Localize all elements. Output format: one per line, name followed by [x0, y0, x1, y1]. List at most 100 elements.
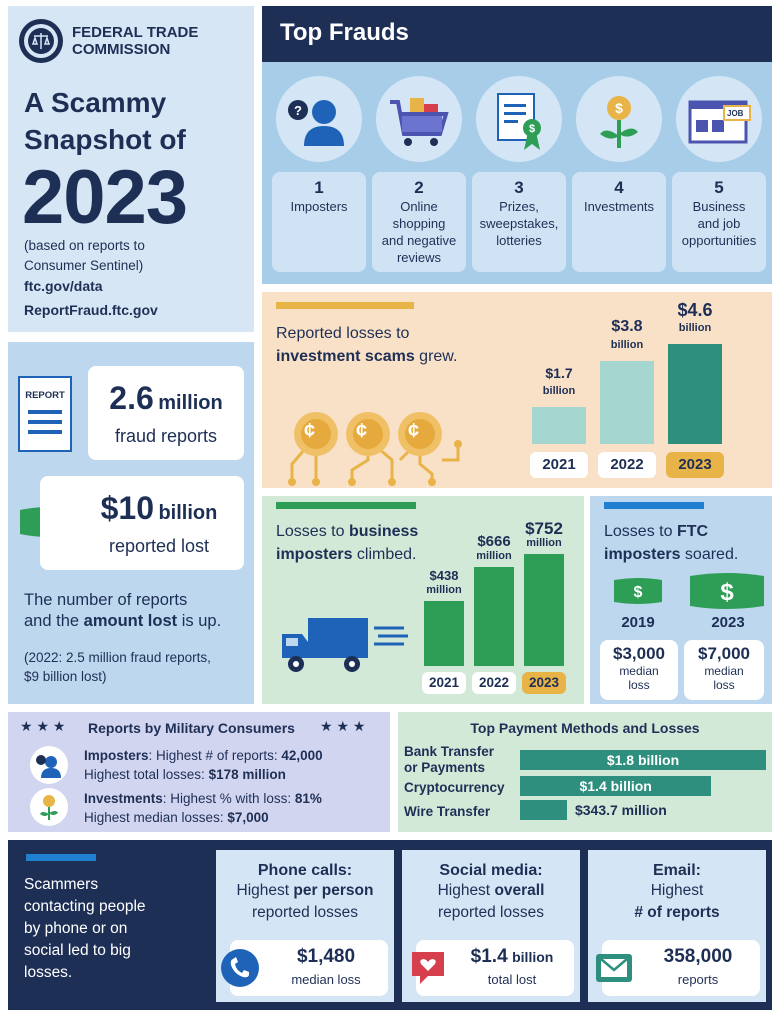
phone-sub-pre: Highest	[236, 882, 294, 899]
imposter-person-icon	[36, 755, 61, 778]
delivery-truck-icon	[282, 618, 408, 672]
phone-value-label: median loss	[291, 972, 361, 987]
military-imposters-text: : Highest # of reports:	[148, 748, 282, 763]
fraud-label-line1: Online	[400, 199, 438, 214]
payment-method-value: $1.8 billion	[606, 752, 680, 768]
job-listing-icon	[688, 100, 751, 144]
ftc-headline: Losses to FTC imposters soared.	[604, 520, 738, 566]
investment-bar-value: $4.6	[677, 300, 713, 320]
investment-bar-chart: $1.7 billion 2021 $3.8 billion 2022 $4.6 billio…	[526, 292, 772, 488]
business-bar	[524, 554, 564, 666]
prior-year-note-line2: $9 billion lost)	[24, 669, 107, 684]
military-imposters-loss-text: Highest total losses:	[84, 767, 209, 782]
payment-method-bar	[520, 800, 567, 820]
large-dollar-bill-icon: $	[690, 573, 764, 609]
ftc-headline-line1: Losses to FTC	[604, 520, 738, 543]
business-headline-bold2: imposters	[276, 546, 353, 563]
fraud-category-3: 3 Prizes, sweepstakes, lotteries	[472, 172, 566, 272]
investment-headline-line2: investment scams grew.	[276, 345, 457, 368]
prior-year-note: (2022: 2.5 million fraud reports, $9 bil…	[24, 648, 211, 686]
fraud-category-4: 4 Investments	[572, 172, 666, 272]
imposter-mini-icon-circle	[30, 746, 68, 784]
military-investment-stats: Investments: Highest % with loss: 81% Hi…	[84, 789, 322, 827]
ftc-headline-bold1: FTC	[676, 523, 709, 540]
military-invest-line1: Investments: Highest % with loss: 81%	[84, 789, 322, 808]
ftc-2023-value: $7,000	[698, 644, 750, 663]
military-imposters-label: Imposters	[84, 748, 149, 763]
ftc-2019-median-card: $3,000 median loss	[600, 640, 678, 700]
social-title: Social media:	[439, 862, 543, 879]
reported-lost-value: $10 billion	[74, 490, 244, 527]
job-icon-text: JOB	[727, 109, 744, 118]
fraud-rank: 3	[514, 178, 524, 197]
phone-sub-bold: per person	[293, 882, 374, 899]
accent-bar	[26, 854, 96, 861]
business-bar	[474, 566, 514, 666]
social-value-label: total lost	[487, 972, 537, 987]
fraud-label-line1: Business	[692, 199, 746, 214]
investment-headline-bold: investment scams	[276, 348, 415, 365]
ftc-year-2023: 2023	[711, 614, 745, 631]
investment-mini-icon-circle	[30, 788, 68, 826]
top-frauds-title: Top Frauds	[280, 19, 409, 46]
report-document-icon	[18, 376, 72, 452]
coin-symbol: ¢	[408, 420, 420, 442]
fraud-category-2: 2 Online shopping and negative reviews	[372, 172, 466, 272]
link-ftc-data[interactable]: ftc.gov/data	[24, 278, 103, 294]
summary-bold: amount lost	[83, 612, 178, 630]
investment-year-label: 2023	[666, 452, 724, 478]
payment-method-bar	[520, 750, 766, 770]
top-frauds-header: Top Frauds	[262, 6, 772, 62]
business-headline-pre: Losses to	[276, 523, 349, 540]
reported-lost-card: $10 billion reported lost	[40, 476, 244, 570]
shopping-cart-icon	[390, 98, 449, 146]
payment-methods-bar-chart: Bank Transfer or Payments $1.8 billion Cryp…	[398, 740, 772, 832]
email-value-label: reports	[677, 972, 719, 987]
fraud-label: Imposters	[290, 199, 348, 214]
email-card: Email: Highest # of reports 358,000 repo…	[588, 850, 766, 1002]
business-bar-value: $666	[477, 532, 511, 550]
business-bar-chart: $438 million 2021 $666 million 2022 $752 millio…	[412, 496, 584, 704]
ftc-headline-bold2: imposters	[604, 546, 681, 563]
business-bar-value: $438	[429, 567, 459, 583]
svg-text:$: $	[529, 123, 535, 135]
military-invest-line2: Highest median losses: $7,000	[84, 808, 322, 827]
payment-method-label: Bank Transfer or Payments	[404, 744, 520, 776]
military-invest-label: Investments	[84, 791, 163, 806]
prize-icon-circle: $	[476, 76, 562, 162]
ftc-2023-loss: loss	[713, 678, 735, 692]
fraud-label-line2: sweepstakes,	[479, 216, 559, 231]
investment-bar-unit: billion	[678, 322, 712, 334]
payment-method-label-line1: Bank Transfer	[404, 744, 495, 759]
investment-headline-tail: grew.	[414, 348, 458, 365]
business-bar-unit: million	[526, 537, 562, 549]
link-report-fraud[interactable]: ReportFraud.ftc.gov	[24, 302, 158, 318]
business-headline-line2: imposters climbed.	[276, 543, 418, 566]
envelope-icon	[596, 954, 632, 982]
reported-lost-number: $10	[100, 490, 155, 526]
fraud-label-line4: reviews	[396, 250, 442, 265]
ftc-2023-median-card: $7,000 median loss	[684, 640, 764, 700]
prior-year-note-line1: (2022: 2.5 million fraud reports,	[24, 650, 211, 665]
accent-bar	[276, 302, 414, 309]
ftc-2023-median: median	[704, 664, 744, 678]
payment-method-value: $343.7 million	[574, 802, 667, 818]
contact-intro-line3: by phone or on	[24, 920, 128, 937]
business-year-label: 2022	[472, 672, 516, 694]
coin-symbol: ¢	[304, 420, 316, 442]
fraud-rank: 1	[314, 178, 324, 197]
phone-sub-line2: reported losses	[252, 904, 358, 921]
contact-intro-line2: contacting people	[24, 898, 146, 915]
star-icons-right: ★ ★ ★	[320, 718, 366, 734]
military-imposters-loss-value: $178 million	[208, 767, 286, 782]
page-title: A Scammy Snapshot of	[24, 84, 186, 158]
social-media-card: Social media: Highest overall reported l…	[402, 850, 580, 1002]
business-headline-tail: climbed.	[352, 546, 417, 563]
investment-bar-unit: billion	[542, 385, 576, 398]
fraud-label-line2: shopping	[392, 216, 446, 231]
investment-bar-value: $1.7	[545, 365, 573, 382]
fraud-reports-unit: million	[158, 392, 223, 414]
small-dollar-bill-icon: $	[614, 578, 662, 604]
business-headline: Losses to business imposters climbed.	[276, 520, 418, 566]
star-icons-left: ★ ★ ★	[20, 718, 66, 734]
